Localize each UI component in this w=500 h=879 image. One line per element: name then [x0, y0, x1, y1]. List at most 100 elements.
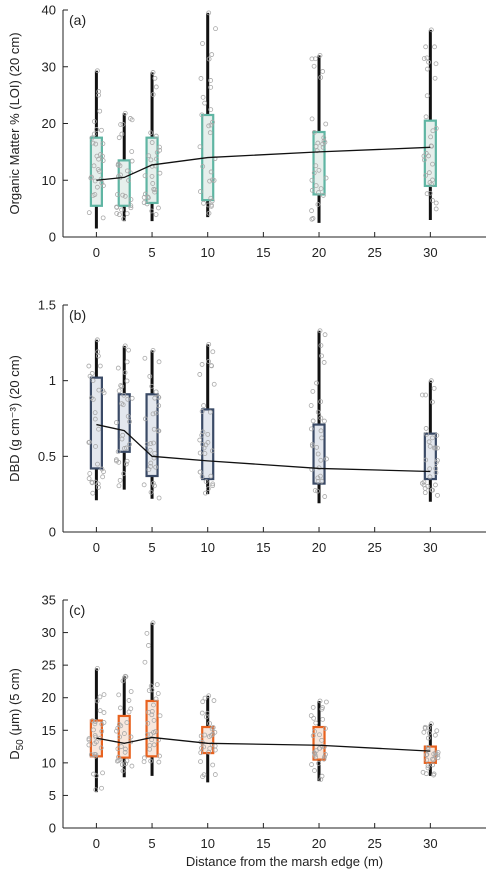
data-point: [322, 494, 328, 499]
data-point: [435, 445, 440, 451]
data-point: [211, 381, 217, 387]
data-point: [150, 70, 156, 75]
data-point: [157, 753, 162, 759]
y-tick-label: 10: [42, 755, 56, 770]
data-point: [309, 187, 315, 193]
data-point: [151, 742, 157, 748]
data-point: [208, 733, 214, 738]
data-point: [319, 478, 325, 484]
data-point: [210, 483, 216, 489]
data-point: [149, 383, 155, 389]
data-point: [435, 750, 441, 755]
data-point: [153, 84, 159, 90]
box-2: [114, 673, 135, 778]
box-body: [312, 725, 326, 761]
data-point: [426, 439, 432, 445]
data-point: [419, 392, 425, 398]
mean-line: [96, 146, 431, 181]
box-1: [86, 666, 107, 793]
data-point: [148, 732, 154, 737]
data-point: [427, 474, 433, 480]
data-point: [309, 216, 315, 222]
data-point: [210, 119, 215, 125]
data-point: [90, 140, 96, 146]
data-point: [118, 744, 124, 749]
data-point: [100, 158, 106, 163]
data-point: [424, 757, 430, 763]
box-2: [113, 343, 135, 490]
data-point: [423, 172, 429, 178]
data-point: [433, 61, 439, 67]
data-point: [92, 410, 98, 416]
data-point: [150, 92, 156, 97]
box-3: [141, 620, 163, 776]
data-point: [156, 359, 162, 365]
data-point: [209, 202, 214, 208]
data-point: [151, 718, 157, 723]
data-point: [197, 469, 203, 475]
data-point: [142, 355, 148, 361]
data-point: [309, 56, 315, 62]
x-tick-label: 0: [93, 245, 100, 260]
data-point: [312, 752, 318, 758]
data-point: [153, 389, 159, 395]
panel-label: (b): [69, 307, 86, 323]
data-point: [197, 437, 203, 443]
data-point: [156, 403, 162, 409]
data-point: [92, 719, 98, 724]
data-point: [129, 117, 135, 123]
data-point: [150, 181, 156, 186]
data-point: [100, 770, 105, 776]
data-point: [119, 207, 124, 213]
data-point: [430, 161, 435, 167]
y-tick-label: 1: [49, 373, 56, 388]
data-point: [319, 706, 325, 712]
data-point: [311, 170, 317, 176]
data-point: [118, 122, 124, 127]
data-point: [432, 75, 438, 81]
data-point: [129, 763, 135, 769]
data-point: [421, 153, 427, 159]
data-point: [319, 435, 325, 441]
data-point: [317, 745, 323, 751]
y-tick-label: 0: [49, 821, 56, 836]
data-point: [421, 729, 427, 735]
data-point: [99, 127, 104, 133]
data-point: [124, 458, 130, 464]
data-point: [200, 41, 205, 46]
data-point: [310, 388, 316, 394]
data-point: [319, 353, 324, 359]
data-point: [118, 723, 124, 729]
y-tick-label: 1.5: [38, 298, 56, 313]
data-point: [313, 183, 319, 189]
data-point: [144, 201, 150, 207]
data-point: [94, 184, 100, 190]
data-point: [423, 426, 429, 431]
data-point: [199, 362, 205, 367]
data-point: [430, 128, 436, 134]
data-point: [321, 360, 327, 365]
data-point: [425, 484, 431, 489]
data-point: [126, 178, 131, 183]
data-point: [97, 108, 103, 114]
data-point: [198, 759, 203, 765]
data-point: [205, 202, 211, 208]
data-point: [315, 451, 321, 457]
data-point: [315, 478, 321, 484]
x-tick-label: 5: [148, 540, 155, 555]
data-point: [86, 210, 92, 216]
data-point: [90, 397, 96, 402]
data-point: [208, 78, 214, 83]
data-point: [149, 208, 155, 214]
x-tick-label: 20: [312, 836, 326, 851]
data-point: [125, 396, 131, 402]
x-tick-label: 20: [312, 245, 326, 260]
data-point: [93, 752, 99, 758]
data-point: [433, 125, 439, 131]
data-point: [428, 378, 434, 384]
data-point: [198, 733, 204, 739]
data-point: [427, 180, 433, 185]
data-point: [122, 343, 128, 349]
data-point: [430, 399, 435, 405]
data-point: [119, 131, 125, 137]
